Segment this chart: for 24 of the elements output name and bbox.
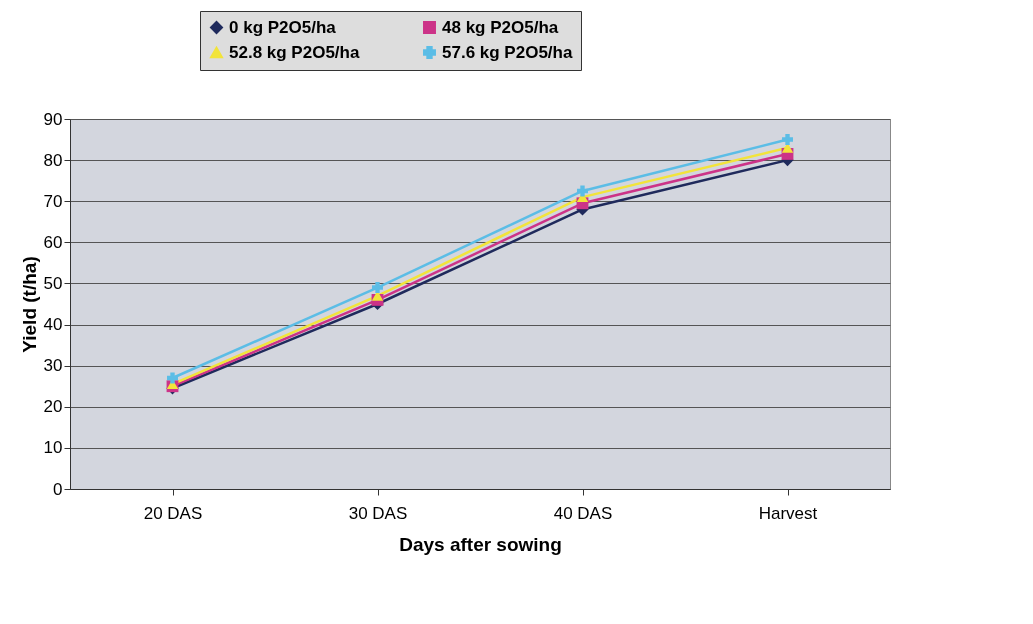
x-axis-title: Days after sowing xyxy=(399,533,562,555)
y-tick-label: 40 xyxy=(43,315,63,335)
point xyxy=(577,185,588,197)
y-tick-label: 30 xyxy=(43,356,63,376)
y-tick-label: 70 xyxy=(43,191,63,211)
point xyxy=(782,134,793,146)
y-tick-label: 80 xyxy=(43,150,63,170)
legend-label: 0 kg P2O5/ha xyxy=(229,17,337,37)
x-tick-label: Harvest xyxy=(758,503,818,523)
point xyxy=(167,372,178,384)
y-tick-label: 0 xyxy=(53,479,63,499)
x-tick-label: 20 DAS xyxy=(143,503,203,523)
legend-label: 57.6 kg P2O5/ha xyxy=(442,42,573,62)
x-tick-label: 40 DAS xyxy=(553,503,613,523)
y-tick-label: 60 xyxy=(43,232,63,252)
point xyxy=(372,282,383,294)
y-tick-label: 90 xyxy=(43,109,63,129)
y-axis-title: Yield (t/ha) xyxy=(18,256,40,353)
legend-label: 48 kg P2O5/ha xyxy=(442,17,559,37)
y-tick-label: 10 xyxy=(43,438,63,458)
y-tick-label: 50 xyxy=(43,273,63,293)
x-tick-label: 30 DAS xyxy=(348,503,408,523)
y-tick-label: 20 xyxy=(43,397,63,417)
legend-label: 52.8 kg P2O5/ha xyxy=(229,42,360,62)
